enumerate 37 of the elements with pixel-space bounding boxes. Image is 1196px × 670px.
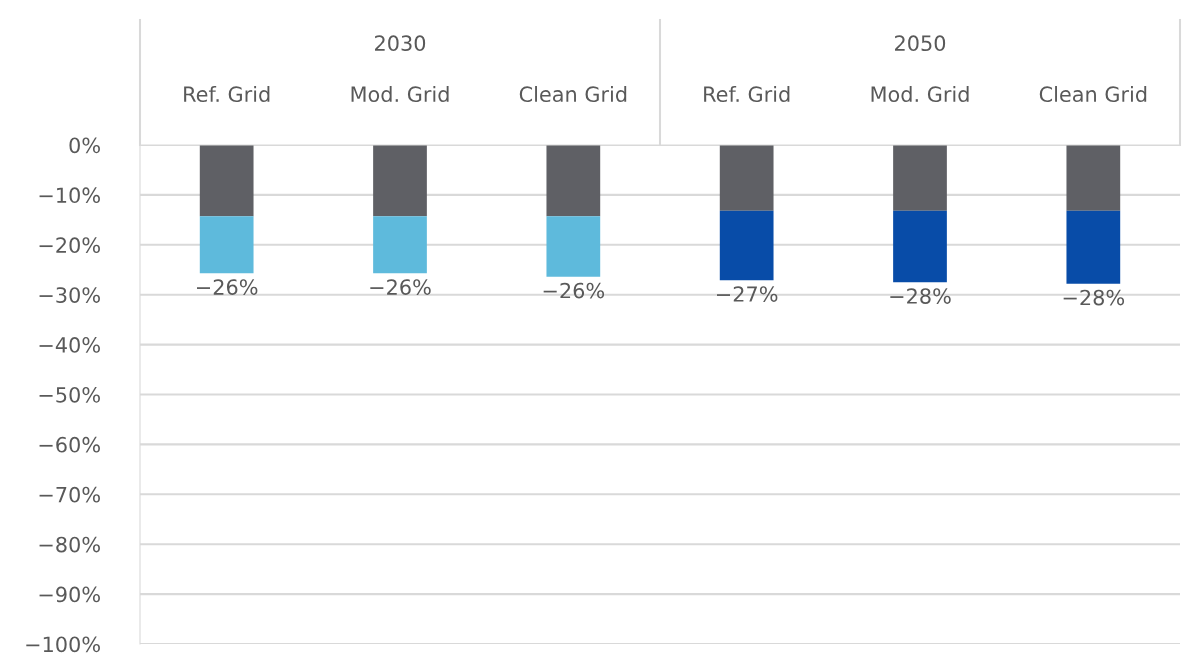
text: 2050 [895,35,946,52]
x-tick-label: Mod. Grid [871,85,969,103]
y-tick-label: −80% [39,536,100,553]
bar [546,216,601,277]
total-label: −26% [196,279,258,295]
bar [373,145,427,217]
bar [719,145,774,211]
bar [893,210,947,283]
x-tick-label: Mod. Grid [351,85,449,103]
x-tick-label: Ref. Grid [184,85,270,103]
bar [719,210,774,281]
bar [199,216,254,274]
bar [546,145,601,217]
total-label: −26% [370,279,431,295]
bar [893,145,947,211]
text: 2030 [375,35,426,52]
y-tick-label: −10% [39,187,100,204]
total-label: −28% [1063,289,1125,306]
bar [1066,210,1121,284]
x-tick-label: Ref. Grid [704,85,790,103]
y-tick-label: −50% [39,386,100,403]
bar [373,216,427,274]
y-tick-label: −70% [39,486,100,503]
y-tick-label: −40% [39,337,100,353]
x-tick-label: Clean Grid [519,85,627,103]
y-tick-label: −90% [39,586,100,603]
y-tick-label: 0% [69,137,100,154]
total-label: −26% [543,282,605,299]
y-tick-label: −20% [39,237,100,254]
x-tick-label: Clean Grid [1039,85,1147,103]
total-label: −27% [716,286,778,302]
y-tick-label: −30% [39,287,100,303]
bar [199,145,254,217]
bar [1066,145,1121,211]
total-label: −28% [890,288,951,304]
y-tick-label: −100% [26,636,100,653]
y-tick-label: −60% [39,436,100,453]
